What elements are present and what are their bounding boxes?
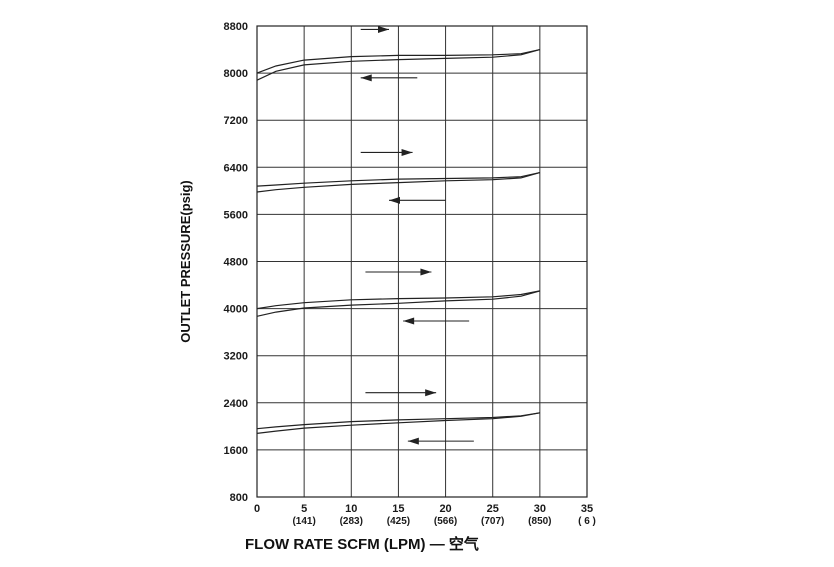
y-tick-label: 8000 [224,68,248,80]
x-tick-labels: 0 5(141) 10(283) 15(425) 20(566) 25(707) 30(85… [254,503,596,527]
increasing-pressure-curve [256,412,540,430]
x-tick-sublabel: (425) [387,516,410,527]
x-tick-sublabel: ( 6 ) [578,516,596,527]
increasing-pressure-curve [256,49,541,74]
arrow-left-head [360,74,372,82]
y-tick-label: 4800 [224,257,248,269]
x-tick-sublabel: (141) [292,516,315,527]
y-tick-label: 2400 [224,398,248,410]
arrow-right-head [420,268,432,276]
x-tick-sublabel: (850) [528,516,551,527]
y-tick-label: 7200 [224,115,248,127]
y-axis-title: OUTLET PRESSURE(psig) [178,180,193,343]
increasing-pressure-curve [256,172,541,187]
grid [256,25,588,498]
x-tick-sublabel: (566) [434,516,457,527]
y-tick-label: 6400 [224,162,248,174]
x-tick-label: 0 [254,503,260,515]
y-tick-label: 1600 [224,445,248,457]
y-tick-label: 5600 [224,209,248,221]
series-lines [256,49,541,434]
decreasing-pressure-curve [256,49,541,81]
x-tick-label: 15 [392,503,404,515]
decreasing-pressure-curve [256,412,541,434]
y-tick-label: 4000 [224,304,248,316]
x-tick-label: 30 [534,503,546,515]
direction-arrows [360,25,474,445]
arrow-right-head [425,389,437,397]
arrow-left-head [403,317,415,325]
plot-frame [256,25,588,498]
arrow-left-head [407,437,419,445]
y-tick-label: 800 [230,492,248,504]
x-tick-label: 10 [345,503,357,515]
x-tick-label: 25 [487,503,499,515]
y-tick-label: 8800 [224,21,248,33]
arrow-right-head [401,148,413,156]
decreasing-pressure-curve [256,290,541,317]
decreasing-pressure-curve [256,172,541,193]
x-tick-sublabel: (707) [481,516,504,527]
x-tick-label: 5 [301,503,307,515]
x-axis-title: FLOW RATE SCFM (LPM) — 空气 [245,535,479,553]
arrow-left-head [389,196,400,204]
x-tick-sublabel: (283) [340,516,363,527]
x-tick-label: 35 [581,503,593,515]
arrow-right-head [378,25,389,33]
x-tick-label: 20 [439,503,451,515]
y-tick-labels: 800 1600 2400 3200 4000 4800 5600 6400 7200 8000 8… [224,21,248,504]
y-tick-label: 3200 [224,351,248,363]
increasing-pressure-curve [256,290,541,310]
